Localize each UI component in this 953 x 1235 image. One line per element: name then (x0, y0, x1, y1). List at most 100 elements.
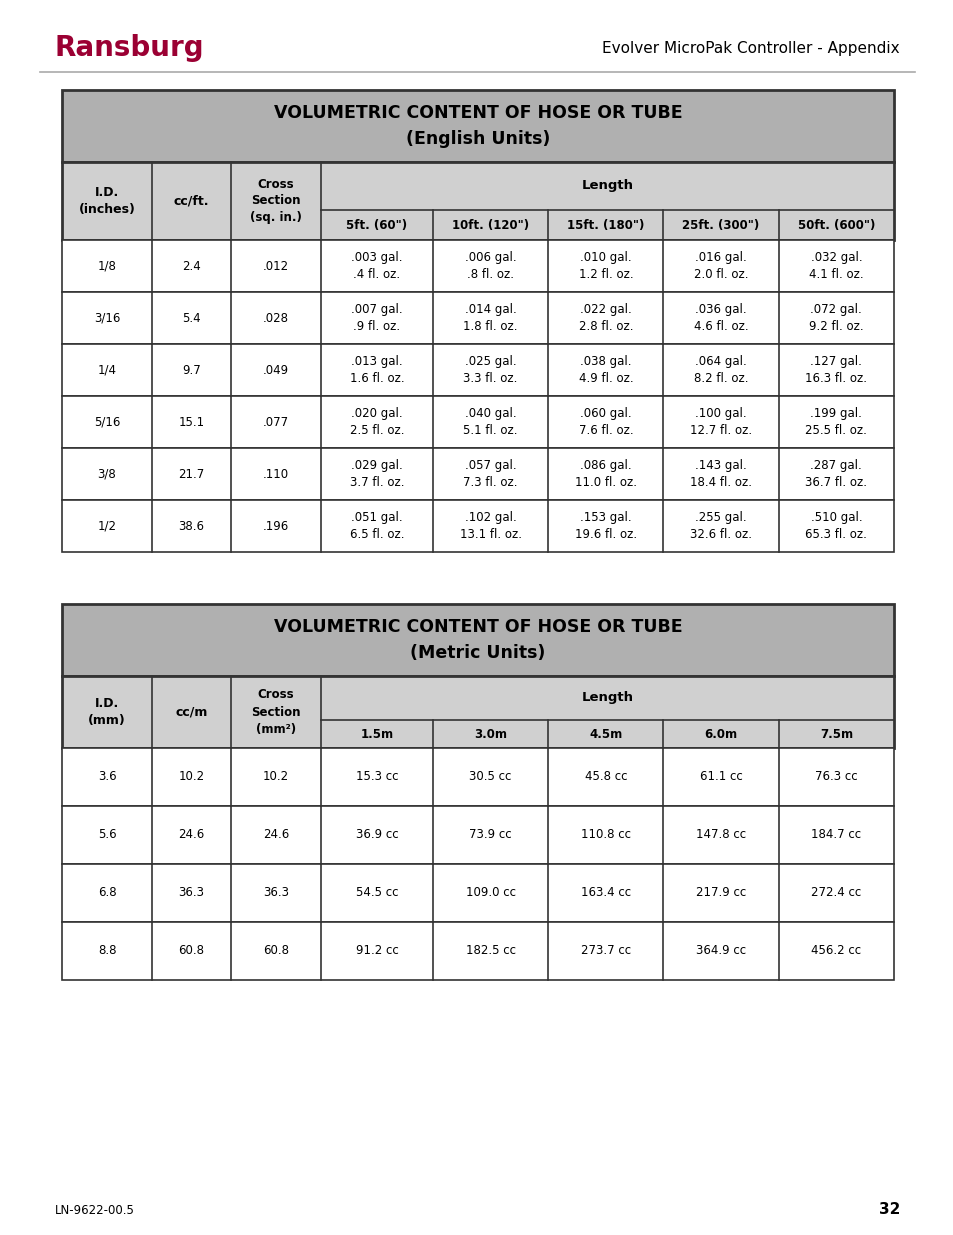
Text: 76.3 cc: 76.3 cc (814, 771, 857, 783)
Text: 36.9 cc: 36.9 cc (355, 829, 398, 841)
Text: 273.7 cc: 273.7 cc (580, 945, 630, 957)
Text: 73.9 cc: 73.9 cc (469, 829, 512, 841)
Text: .143 gal.
18.4 fl. oz.: .143 gal. 18.4 fl. oz. (689, 459, 751, 489)
Text: 1/8: 1/8 (97, 259, 116, 273)
Text: 7.5m: 7.5m (819, 727, 852, 741)
Text: .012: .012 (263, 259, 289, 273)
Text: 60.8: 60.8 (263, 945, 289, 957)
Text: 1/4: 1/4 (97, 363, 116, 377)
Text: .007 gal.
.9 fl. oz.: .007 gal. .9 fl. oz. (351, 304, 402, 332)
Text: .036 gal.
4.6 fl. oz.: .036 gal. 4.6 fl. oz. (693, 304, 748, 332)
Text: .196: .196 (263, 520, 289, 532)
Text: 217.9 cc: 217.9 cc (696, 887, 745, 899)
Bar (62, 500, 893, 552)
Text: 60.8: 60.8 (178, 945, 204, 957)
Text: 15ft. (180"): 15ft. (180") (567, 219, 644, 231)
Text: 61.1 cc: 61.1 cc (699, 771, 741, 783)
Text: 2.4: 2.4 (182, 259, 201, 273)
Text: 36.3: 36.3 (263, 887, 289, 899)
Text: .014 gal.
1.8 fl. oz.: .014 gal. 1.8 fl. oz. (463, 304, 517, 332)
Text: 9.7: 9.7 (182, 363, 201, 377)
Text: 5.6: 5.6 (97, 829, 116, 841)
Text: 24.6: 24.6 (178, 829, 205, 841)
Text: 184.7 cc: 184.7 cc (810, 829, 861, 841)
Bar (62, 806, 893, 864)
Text: 3/16: 3/16 (93, 311, 120, 325)
Text: .072 gal.
9.2 fl. oz.: .072 gal. 9.2 fl. oz. (808, 304, 862, 332)
Text: .287 gal.
36.7 fl. oz.: .287 gal. 36.7 fl. oz. (804, 459, 866, 489)
Text: Length: Length (581, 179, 633, 193)
Text: 147.8 cc: 147.8 cc (696, 829, 745, 841)
Text: .051 gal.
6.5 fl. oz.: .051 gal. 6.5 fl. oz. (350, 511, 404, 541)
Text: .086 gal.
11.0 fl. oz.: .086 gal. 11.0 fl. oz. (575, 459, 637, 489)
Text: 24.6: 24.6 (263, 829, 289, 841)
Text: .077: .077 (263, 415, 289, 429)
Text: 30.5 cc: 30.5 cc (469, 771, 511, 783)
Text: 38.6: 38.6 (178, 520, 204, 532)
Text: 5/16: 5/16 (93, 415, 120, 429)
Text: 10ft. (120"): 10ft. (120") (452, 219, 529, 231)
Text: .110: .110 (263, 468, 289, 480)
Text: cc/ft.: cc/ft. (173, 194, 209, 207)
Text: LN-9622-00.5: LN-9622-00.5 (55, 1203, 134, 1216)
Text: Cross
Section
(mm²): Cross Section (mm²) (251, 688, 300, 736)
Text: 6.8: 6.8 (97, 887, 116, 899)
Text: I.D.
(inches): I.D. (inches) (78, 186, 135, 216)
Text: 25ft. (300"): 25ft. (300") (681, 219, 759, 231)
Text: 364.9 cc: 364.9 cc (696, 945, 745, 957)
Text: .102 gal.
13.1 fl. oz.: .102 gal. 13.1 fl. oz. (459, 511, 521, 541)
Text: 456.2 cc: 456.2 cc (810, 945, 861, 957)
Text: 6.0m: 6.0m (704, 727, 737, 741)
Bar (62, 748, 893, 806)
Text: 32: 32 (878, 1203, 899, 1218)
Text: Cross
Section
(sq. in.): Cross Section (sq. in.) (250, 178, 302, 225)
Text: I.D.
(mm): I.D. (mm) (88, 697, 126, 727)
Bar (62, 923, 893, 981)
Text: 3.6: 3.6 (97, 771, 116, 783)
Text: 3.0m: 3.0m (474, 727, 507, 741)
Text: 45.8 cc: 45.8 cc (584, 771, 626, 783)
Text: 1.5m: 1.5m (360, 727, 394, 741)
Text: .057 gal.
7.3 fl. oz.: .057 gal. 7.3 fl. oz. (463, 459, 517, 489)
Text: .040 gal.
5.1 fl. oz.: .040 gal. 5.1 fl. oz. (463, 408, 517, 437)
Text: .013 gal.
1.6 fl. oz.: .013 gal. 1.6 fl. oz. (350, 356, 404, 385)
Text: 4.5m: 4.5m (589, 727, 622, 741)
Text: .060 gal.
7.6 fl. oz.: .060 gal. 7.6 fl. oz. (578, 408, 633, 437)
Text: 50ft. (600"): 50ft. (600") (797, 219, 874, 231)
Text: 54.5 cc: 54.5 cc (355, 887, 397, 899)
Text: 5ft. (60"): 5ft. (60") (346, 219, 407, 231)
Bar (62, 90, 893, 162)
Text: 8.8: 8.8 (97, 945, 116, 957)
Bar (62, 291, 893, 345)
Text: .010 gal.
1.2 fl. oz.: .010 gal. 1.2 fl. oz. (578, 251, 633, 280)
Text: 21.7: 21.7 (178, 468, 205, 480)
Text: VOLUMETRIC CONTENT OF HOSE OR TUBE
(English Units): VOLUMETRIC CONTENT OF HOSE OR TUBE (Engl… (274, 105, 681, 147)
Bar (62, 676, 893, 748)
Text: .003 gal.
.4 fl. oz.: .003 gal. .4 fl. oz. (351, 251, 402, 280)
Text: .028: .028 (263, 311, 289, 325)
Text: 272.4 cc: 272.4 cc (810, 887, 861, 899)
Text: 10.2: 10.2 (263, 771, 289, 783)
Text: .064 gal.
8.2 fl. oz.: .064 gal. 8.2 fl. oz. (693, 356, 747, 385)
Text: .153 gal.
19.6 fl. oz.: .153 gal. 19.6 fl. oz. (575, 511, 637, 541)
Text: .016 gal.
2.0 fl. oz.: .016 gal. 2.0 fl. oz. (693, 251, 747, 280)
Text: VOLUMETRIC CONTENT OF HOSE OR TUBE
(Metric Units): VOLUMETRIC CONTENT OF HOSE OR TUBE (Metr… (274, 619, 681, 662)
Bar (62, 345, 893, 396)
Text: 10.2: 10.2 (178, 771, 204, 783)
Text: 1/2: 1/2 (97, 520, 116, 532)
Text: Ransburg: Ransburg (55, 35, 204, 62)
Text: .049: .049 (263, 363, 289, 377)
Text: 110.8 cc: 110.8 cc (580, 829, 630, 841)
Text: Length: Length (581, 692, 633, 704)
Text: 15.1: 15.1 (178, 415, 204, 429)
Bar (62, 396, 893, 448)
Text: .025 gal.
3.3 fl. oz.: .025 gal. 3.3 fl. oz. (463, 356, 517, 385)
Text: 182.5 cc: 182.5 cc (465, 945, 515, 957)
Text: .022 gal.
2.8 fl. oz.: .022 gal. 2.8 fl. oz. (578, 304, 633, 332)
Text: 109.0 cc: 109.0 cc (465, 887, 515, 899)
Text: 15.3 cc: 15.3 cc (355, 771, 397, 783)
Text: .127 gal.
16.3 fl. oz.: .127 gal. 16.3 fl. oz. (804, 356, 866, 385)
Bar (62, 448, 893, 500)
Text: .038 gal.
4.9 fl. oz.: .038 gal. 4.9 fl. oz. (578, 356, 633, 385)
Text: .255 gal.
32.6 fl. oz.: .255 gal. 32.6 fl. oz. (689, 511, 751, 541)
